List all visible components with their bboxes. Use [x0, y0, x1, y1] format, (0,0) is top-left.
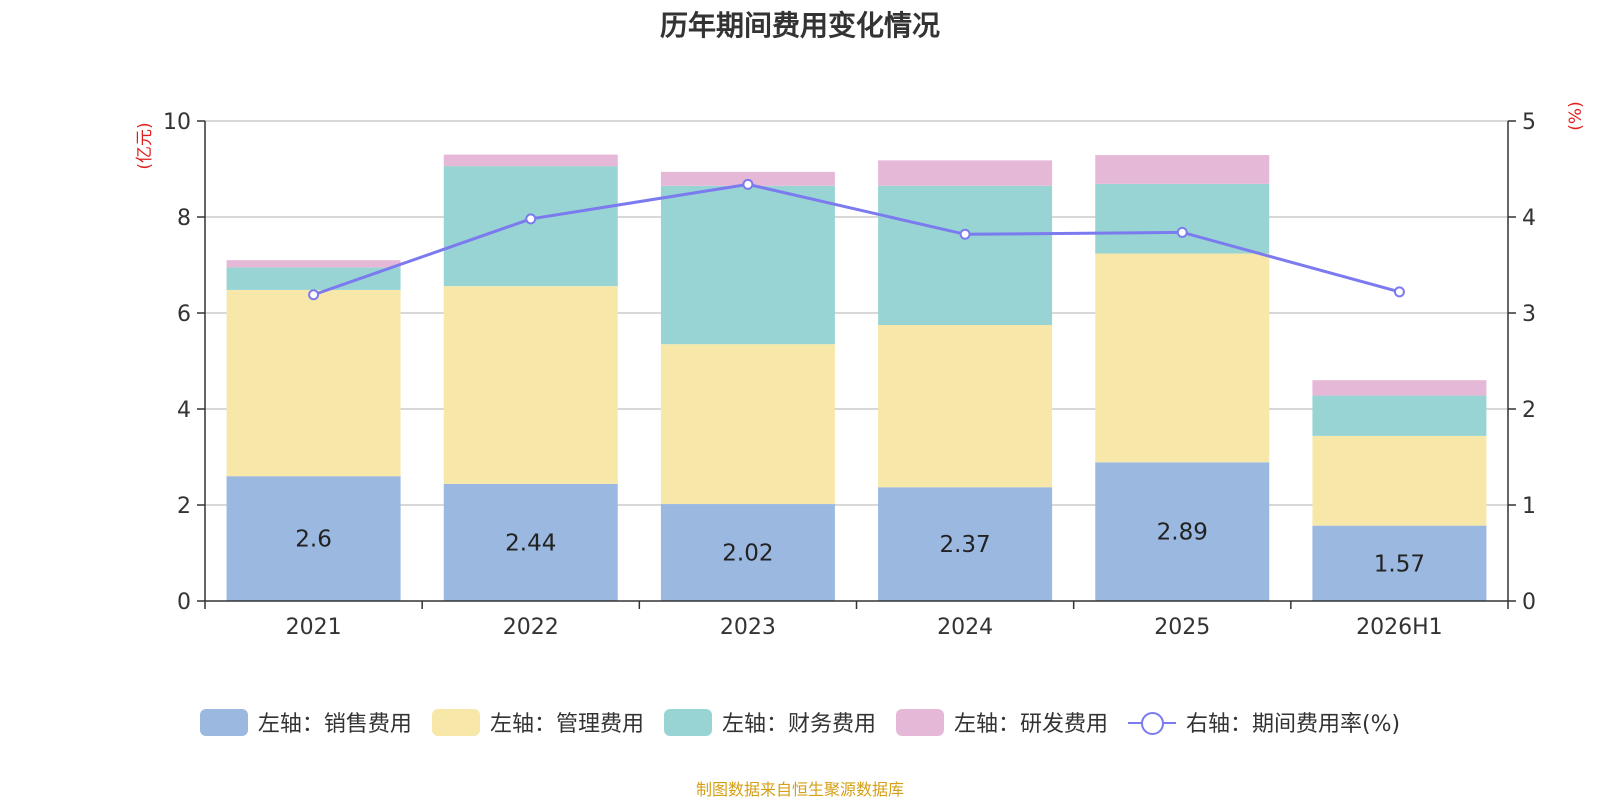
legend-swatch	[895, 708, 944, 736]
legend-item[interactable]: 左轴：管理费用	[431, 706, 644, 738]
expense-ratio-line	[313, 182, 1400, 297]
expense-ratio-point	[1176, 226, 1188, 238]
bar-segment	[1312, 380, 1487, 396]
legend-item[interactable]: 左轴：研发费用	[895, 706, 1108, 738]
bar-segment	[443, 154, 618, 167]
legend-item[interactable]: 左轴：财务费用	[663, 706, 876, 738]
expense-ratio-point	[1393, 286, 1405, 298]
left-axis-tick-label: 4	[177, 398, 191, 423]
data-label: 2.37	[939, 532, 990, 558]
legend-label: 左轴：管理费用	[489, 712, 644, 737]
x-axis-tick-label: 2022	[503, 615, 559, 640]
legend-label: 右轴：期间费用率(%)	[1185, 712, 1401, 737]
right-axis-tick-label: 4	[1522, 206, 1536, 231]
expense-ratio-point	[525, 213, 537, 225]
right-axis-tick-label: 0	[1522, 590, 1536, 615]
expense-ratio-point	[959, 228, 971, 240]
bar-segment	[1095, 253, 1270, 463]
bar-segment	[443, 166, 618, 287]
data-label: 2.02	[722, 541, 773, 567]
bar-segment	[660, 171, 835, 186]
bar-segment	[1095, 462, 1270, 601]
expense-ratio-point	[308, 289, 320, 301]
bar-segment	[226, 260, 401, 268]
chart-title: 历年期间费用变化情况	[659, 9, 940, 42]
bar-segment	[660, 344, 835, 505]
bar-segment	[1095, 155, 1270, 184]
data-label: 2.44	[505, 530, 556, 556]
expense-ratio-point	[742, 178, 754, 190]
left-axis-unit: (亿元)	[135, 122, 155, 169]
right-axis-tick-label: 1	[1522, 494, 1536, 519]
bar-segment	[226, 476, 401, 601]
legend-swatch	[431, 708, 480, 736]
data-label: 2.89	[1157, 520, 1208, 546]
right-axis-unit: (%)	[1566, 101, 1586, 130]
data-label: 2.6	[295, 527, 332, 553]
bar-segment	[1312, 395, 1487, 436]
x-axis-tick-label: 2024	[937, 615, 993, 640]
bar-segment	[443, 483, 618, 601]
bar-segment	[878, 325, 1053, 488]
bar-segment	[660, 504, 835, 601]
legend-swatch	[663, 708, 712, 736]
data-label: 1.57	[1374, 551, 1425, 577]
bar-segment	[878, 160, 1053, 186]
legend-label: 左轴：财务费用	[721, 712, 876, 737]
right-axis-tick-label: 3	[1522, 302, 1536, 327]
x-axis-tick-label: 2025	[1154, 615, 1210, 640]
left-axis-tick-label: 2	[177, 494, 191, 519]
bar-segment	[226, 267, 401, 290]
left-axis-tick-label: 10	[163, 110, 191, 135]
x-axis-tick-label: 2026H1	[1356, 615, 1443, 640]
x-axis-tick-label: 2021	[286, 615, 342, 640]
bar-segment	[878, 185, 1053, 325]
legend-item[interactable]: 左轴：销售费用	[199, 706, 412, 738]
bar-segment	[1095, 183, 1270, 254]
bar-segment	[878, 487, 1053, 601]
bar-segment	[1312, 525, 1487, 601]
x-axis-tick-label: 2023	[720, 615, 776, 640]
legend-label: 左轴：销售费用	[257, 712, 412, 737]
legend-item[interactable]: 右轴：期间费用率(%)	[1127, 706, 1401, 738]
left-axis-tick-label: 0	[177, 590, 191, 615]
legend-swatch	[199, 708, 248, 736]
left-axis-tick-label: 8	[177, 206, 191, 231]
bar-segment	[1312, 435, 1487, 526]
left-axis-tick-label: 6	[177, 302, 191, 327]
legend-label: 左轴：研发费用	[953, 712, 1108, 737]
legend-line-marker	[1127, 709, 1176, 736]
right-axis-tick-label: 5	[1522, 110, 1536, 135]
data-source-note: 制图数据来自恒生聚源数据库	[695, 780, 904, 799]
bar-segment	[226, 289, 401, 477]
right-axis-tick-label: 2	[1522, 398, 1536, 423]
chart-legend: 左轴：销售费用 左轴：管理费用 左轴：财务费用 左轴：研发费用 右轴：期间费用率(%)	[0, 702, 1600, 742]
bar-segment	[660, 185, 835, 345]
bar-segment	[443, 286, 618, 484]
